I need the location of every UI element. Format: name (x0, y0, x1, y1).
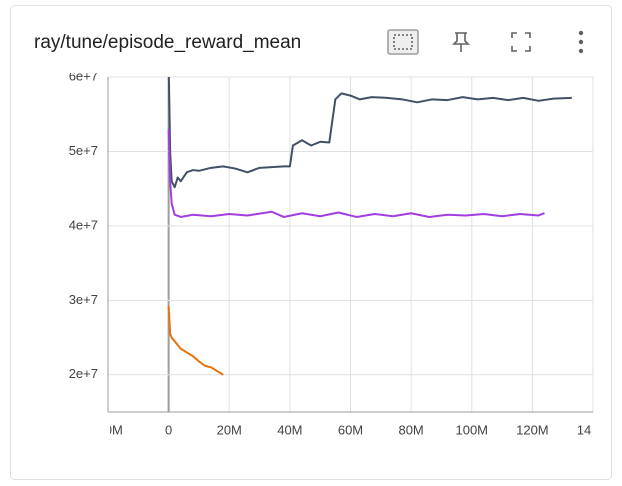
y-tick-label: 6e+7 (69, 68, 98, 83)
fullscreen-button[interactable] (511, 32, 531, 52)
y-tick-label: 4e+7 (69, 217, 98, 232)
fit-domain-button[interactable] (387, 29, 419, 55)
chart-title: ray/tune/episode_reward_mean (34, 32, 301, 53)
x-axis-labels: -20M 0 20M 40M 60M 80M 100M 120M 140M (93, 422, 610, 437)
x-tick-label: 140M (577, 422, 610, 437)
x-tick-label: 100M (455, 422, 488, 437)
y-tick-label: 5e+7 (69, 143, 98, 158)
more-button[interactable] (578, 30, 584, 54)
series-line (167, 129, 545, 218)
y-tick-label: 3e+7 (69, 292, 98, 307)
x-tick-label: 40M (277, 422, 302, 437)
x-tick-label: 120M (516, 422, 549, 437)
pin-button[interactable] (452, 32, 470, 52)
series-line (167, 77, 572, 189)
x-tick-label: 0 (165, 422, 172, 437)
y-tick-label: 2e+7 (69, 366, 98, 381)
x-tick-label: 20M (217, 422, 242, 437)
series-line (167, 306, 224, 376)
toolbar (387, 29, 584, 55)
x-tick-label: 80M (398, 422, 423, 437)
plot-lines (167, 77, 572, 376)
x-tick-label: -20M (93, 422, 123, 437)
y-axis-labels: 2e+7 3e+7 4e+7 5e+7 6e+7 (69, 68, 98, 381)
grid (107, 76, 594, 413)
x-tick-label: 60M (338, 422, 363, 437)
card (10, 5, 612, 480)
